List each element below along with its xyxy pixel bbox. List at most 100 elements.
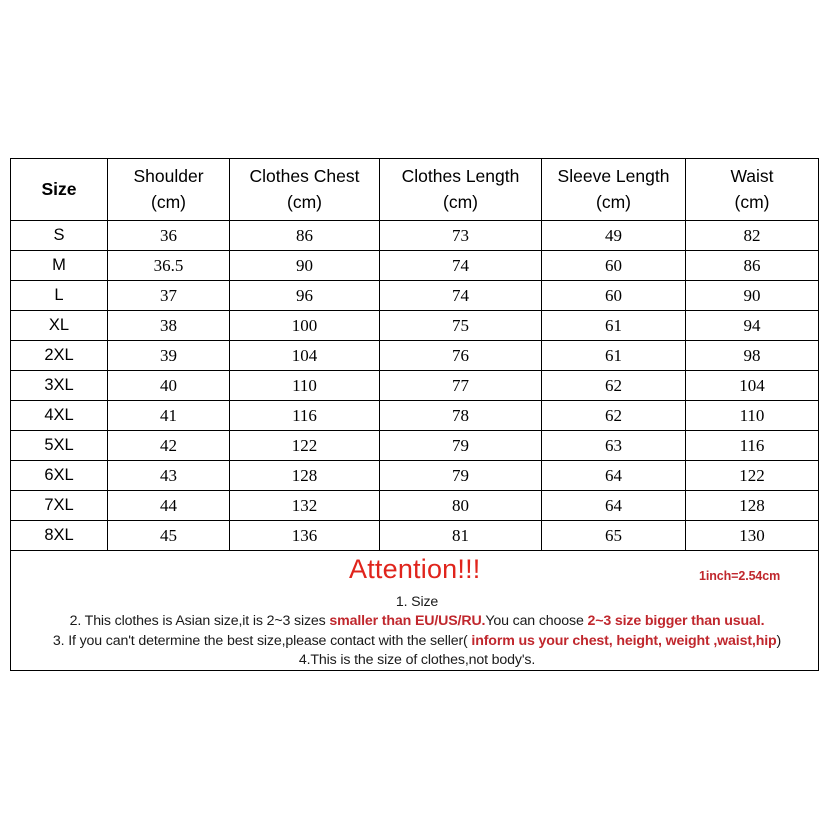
header-cell-clothes-length: Clothes Length (cm) <box>379 158 542 221</box>
cell-chest: 100 <box>229 310 380 341</box>
cell-sleeve: 65 <box>541 520 686 551</box>
table-row: 2XL 39 104 76 61 98 <box>10 340 819 371</box>
header-label-sleeve-length: Sleeve Length <box>557 166 670 187</box>
cell-sleeve: 62 <box>541 400 686 431</box>
cell-sleeve: 64 <box>541 460 686 491</box>
header-label-shoulder: Shoulder <box>133 166 204 187</box>
cell-shoulder: 45 <box>107 520 230 551</box>
cell-size: S <box>10 220 108 251</box>
notes-cell: Attention!!! 1inch=2.54cm 1. Size 2. Thi… <box>10 550 819 671</box>
cell-shoulder: 38 <box>107 310 230 341</box>
cell-shoulder: 41 <box>107 400 230 431</box>
cell-shoulder: 39 <box>107 340 230 371</box>
table-header: Size Shoulder (cm) Clothes Chest (cm) Cl… <box>10 158 819 221</box>
cell-size: 7XL <box>10 490 108 521</box>
cell-chest: 116 <box>229 400 380 431</box>
cell-sleeve: 64 <box>541 490 686 521</box>
cell-length: 79 <box>379 460 542 491</box>
header-label-waist: Waist <box>730 166 774 187</box>
cell-chest: 132 <box>229 490 380 521</box>
cell-waist: 98 <box>685 340 819 371</box>
table-body: S 36 86 73 49 82 M 36.5 90 74 60 86 L 37 96 74 60 90 XL 38 1… <box>10 220 819 551</box>
cell-length: 78 <box>379 400 542 431</box>
table-row: 6XL 43 128 79 64 122 <box>10 460 819 491</box>
table-row: 5XL 42 122 79 63 116 <box>10 430 819 461</box>
cell-length: 80 <box>379 490 542 521</box>
cell-sleeve: 49 <box>541 220 686 251</box>
note-3-text-a: 3. If you can't determine the best size,… <box>52 632 472 649</box>
cell-shoulder: 40 <box>107 370 230 401</box>
cell-sleeve: 61 <box>541 340 686 371</box>
cell-sleeve: 60 <box>541 250 686 281</box>
table-row: 7XL 44 132 80 64 128 <box>10 490 819 521</box>
header-unit-clothes-chest: (cm) <box>287 191 322 212</box>
cell-size: 6XL <box>10 460 108 491</box>
header-unit-clothes-length: (cm) <box>443 191 478 212</box>
note-line-2: 2. This clothes is Asian size,it is 2~3 … <box>17 612 817 631</box>
cell-shoulder: 36 <box>107 220 230 251</box>
header-cell-size: Size <box>10 158 108 221</box>
cell-chest: 90 <box>229 250 380 281</box>
cell-chest: 128 <box>229 460 380 491</box>
cell-shoulder: 42 <box>107 430 230 461</box>
header-unit-sleeve-length: (cm) <box>596 191 631 212</box>
cell-size: XL <box>10 310 108 341</box>
header-label-clothes-length: Clothes Length <box>401 166 520 187</box>
cell-sleeve: 60 <box>541 280 686 311</box>
header-cell-clothes-chest: Clothes Chest (cm) <box>229 158 380 221</box>
cell-sleeve: 62 <box>541 370 686 401</box>
table-row: 3XL 40 110 77 62 104 <box>10 370 819 401</box>
cell-waist: 130 <box>685 520 819 551</box>
inch-conversion-note: 1inch=2.54cm <box>699 569 781 583</box>
note-2-text-b: You can choose <box>485 613 588 630</box>
cell-chest: 96 <box>229 280 380 311</box>
cell-size: 4XL <box>10 400 108 431</box>
table-row: 8XL 45 136 81 65 130 <box>10 520 819 551</box>
cell-size: M <box>10 250 108 281</box>
note-2-emphasis-2: 2~3 size bigger than usual. <box>587 613 765 630</box>
header-unit-shoulder: (cm) <box>151 191 186 212</box>
header-cell-shoulder: Shoulder (cm) <box>107 158 230 221</box>
notes-list: 1. Size 2. This clothes is Asian size,it… <box>17 593 817 670</box>
cell-length: 73 <box>379 220 542 251</box>
notes-row: Attention!!! 1inch=2.54cm 1. Size 2. Thi… <box>10 550 819 671</box>
header-unit-waist: (cm) <box>734 191 770 212</box>
cell-waist: 128 <box>685 490 819 521</box>
cell-chest: 110 <box>229 370 380 401</box>
cell-size: 3XL <box>10 370 108 401</box>
cell-waist: 110 <box>685 400 819 431</box>
note-2-emphasis-1: smaller than EU/US/RU. <box>329 613 486 630</box>
cell-waist: 104 <box>685 370 819 401</box>
note-line-3: 3. If you can't determine the best size,… <box>17 632 817 651</box>
cell-waist: 94 <box>685 310 819 341</box>
cell-waist: 116 <box>685 430 819 461</box>
table-footer: Attention!!! 1inch=2.54cm 1. Size 2. Thi… <box>10 550 819 671</box>
size-chart-table: Size Shoulder (cm) Clothes Chest (cm) Cl… <box>10 158 819 671</box>
cell-length: 76 <box>379 340 542 371</box>
header-cell-waist: Waist (cm) <box>685 158 819 221</box>
table-row: XL 38 100 75 61 94 <box>10 310 819 341</box>
note-3-emphasis: inform us your chest, height, weight ,wa… <box>471 632 777 649</box>
cell-chest: 136 <box>229 520 380 551</box>
cell-length: 75 <box>379 310 542 341</box>
cell-length: 81 <box>379 520 542 551</box>
cell-length: 77 <box>379 370 542 401</box>
cell-shoulder: 36.5 <box>107 250 230 281</box>
cell-chest: 122 <box>229 430 380 461</box>
cell-chest: 86 <box>229 220 380 251</box>
cell-sleeve: 61 <box>541 310 686 341</box>
size-chart-container: Size Shoulder (cm) Clothes Chest (cm) Cl… <box>10 158 819 671</box>
cell-size: 5XL <box>10 430 108 461</box>
cell-size: 2XL <box>10 340 108 371</box>
cell-size: 8XL <box>10 520 108 551</box>
header-row: Size Shoulder (cm) Clothes Chest (cm) Cl… <box>10 158 819 221</box>
cell-shoulder: 37 <box>107 280 230 311</box>
note-2-text-a: 2. This clothes is Asian size,it is 2~3 … <box>69 613 330 630</box>
table-row: L 37 96 74 60 90 <box>10 280 819 311</box>
table-row: M 36.5 90 74 60 86 <box>10 250 819 281</box>
note-line-1: 1. Size <box>395 594 439 610</box>
table-row: S 36 86 73 49 82 <box>10 220 819 251</box>
cell-length: 74 <box>379 250 542 281</box>
cell-chest: 104 <box>229 340 380 371</box>
header-label-size: Size <box>41 178 77 199</box>
